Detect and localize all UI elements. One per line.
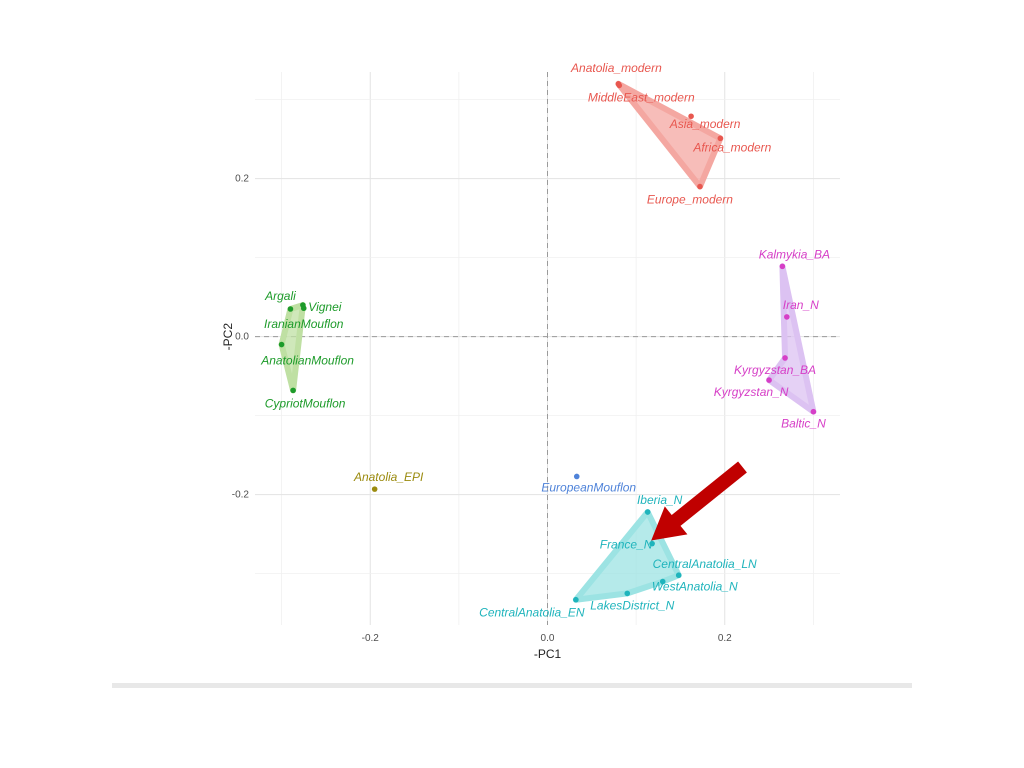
- data-point-centralanatolia-en: [573, 596, 579, 603]
- y-tick-label: 0.2: [235, 174, 249, 185]
- group-hull-3: [572, 509, 682, 603]
- data-point-kalmykia-ba: [779, 263, 786, 270]
- point-label-centralanatolia-en: CentralAnatolia_EN: [479, 606, 585, 620]
- y-tick-label: 0.0: [235, 332, 249, 343]
- point-label-centralanatolia-ln: CentralAnatolia_LN: [653, 557, 757, 571]
- data-point-europeanmouflon: [573, 473, 580, 480]
- zero-lines: [255, 72, 840, 625]
- group-hull-0: [615, 80, 724, 190]
- data-point-iranianmouflon: [300, 305, 307, 312]
- y-axis-title: -PC2: [221, 323, 235, 351]
- point-label-kyrgyzstan-n: Kyrgyzstan_N: [714, 385, 789, 399]
- point-labels: Anatolia_modern MiddleEast_modern Asia_mod…: [260, 61, 830, 620]
- data-point-kyrgyzstan-ba: [782, 355, 788, 361]
- point-label-cypriotmouflon: CypriotMouflon: [265, 396, 346, 410]
- point-label-iberia-n: Iberia_N: [637, 493, 683, 507]
- annotation-arrow: [651, 461, 747, 541]
- data-point-europe-modern: [697, 183, 703, 190]
- data-point-france-n: [649, 540, 655, 547]
- group-hulls: [278, 80, 817, 603]
- data-point-iran-n: [784, 314, 790, 320]
- data-points: [278, 81, 817, 603]
- data-point-centralanatolia-ln: [675, 572, 682, 579]
- point-label-baltic-n: Baltic_N: [781, 417, 826, 431]
- point-label-kyrgyzstan-ba: Kyrgyzstan_BA: [734, 363, 816, 377]
- x-tick-label: -0.2: [362, 633, 380, 644]
- data-point-anatolia-epi: [371, 486, 378, 492]
- data-point-asia-modern: [688, 113, 694, 120]
- point-label-vignei: Vignei: [308, 300, 341, 314]
- point-label-anatolianmouflon: AnatolianMouflon: [260, 354, 354, 368]
- point-label-lakesdistrict-n: LakesDistrict_N: [590, 598, 674, 612]
- point-label-france-n: France_N: [600, 538, 653, 552]
- x-tick-label: 0.0: [541, 633, 555, 644]
- point-label-iran-n: Iran_N: [783, 298, 819, 312]
- point-label-westanatolia-n: WestAnatolia_N: [652, 580, 738, 594]
- data-point-middleeast-modern: [616, 82, 623, 89]
- data-point-westanatolia-n: [659, 578, 666, 585]
- data-point-cypriotmouflon: [290, 387, 296, 394]
- x-axis-title: -PC1: [534, 647, 562, 661]
- point-label-iranianmouflon: IranianMouflon: [264, 317, 344, 331]
- point-label-asia-modern: Asia_modern: [669, 117, 741, 131]
- data-point-africa-modern: [717, 135, 724, 142]
- data-point-iberia-n: [644, 509, 651, 515]
- point-label-europe-modern: Europe_modern: [647, 193, 733, 207]
- data-point-kyrgyzstan-n: [766, 377, 772, 383]
- point-label-kalmykia-ba: Kalmykia_BA: [759, 247, 830, 261]
- point-label-anatolia-modern: Anatolia_modern: [570, 61, 662, 75]
- data-point-baltic-n: [810, 408, 817, 415]
- point-label-europeanmouflon: EuropeanMouflon: [541, 480, 636, 494]
- point-label-argali: Argali: [264, 289, 296, 303]
- caption-strip: [112, 683, 912, 688]
- point-label-africa-modern: Africa_modern: [692, 140, 771, 154]
- data-point-lakesdistrict-n: [624, 590, 631, 597]
- red-arrow-icon: [651, 461, 747, 541]
- data-point-argali: [287, 306, 294, 312]
- y-tick-label: -0.2: [232, 490, 250, 501]
- point-label-middleeast-modern: MiddleEast_modern: [588, 90, 695, 104]
- x-tick-label: 0.2: [718, 633, 732, 644]
- tick-labels: -0.2 0.0 0.2 0.2 0.0 -0.2: [232, 174, 732, 644]
- point-label-anatolia-epi: Anatolia_EPI: [353, 470, 424, 484]
- data-point-anatolianmouflon: [278, 341, 285, 348]
